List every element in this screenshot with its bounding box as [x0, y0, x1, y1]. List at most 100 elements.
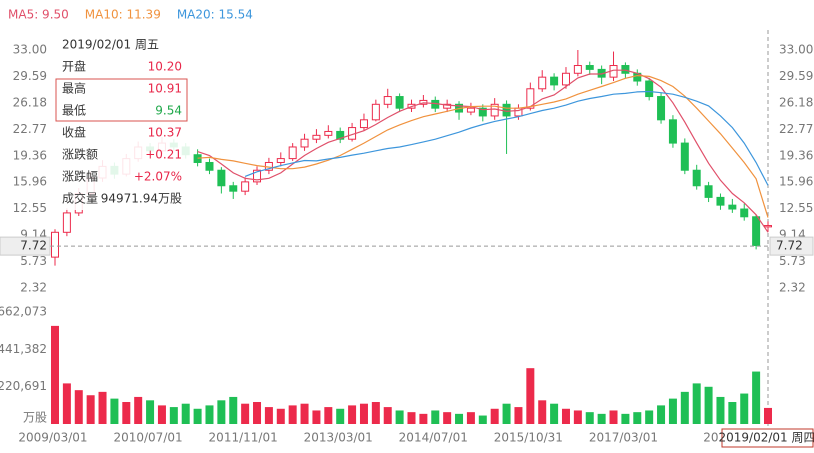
- volume-tick-label: 220,691: [0, 379, 47, 393]
- y-tick-label: 12.55: [13, 201, 47, 215]
- volume-bar: [336, 408, 345, 424]
- volume-bar: [704, 386, 713, 424]
- candle-body: [241, 181, 250, 192]
- candle-body: [645, 80, 654, 98]
- tooltip-date: 2019/02/01 周五: [62, 38, 159, 52]
- volume-bar: [443, 412, 452, 424]
- x-label-highlight: [721, 428, 814, 448]
- volume-bar: [645, 410, 654, 424]
- volume-bar: [98, 391, 107, 424]
- x-tick-label: 2017/03/01: [589, 431, 658, 445]
- y-tick-label-right: 12.55: [779, 201, 813, 215]
- crosshair-label-right: 7.72: [776, 239, 803, 253]
- volume-bar: [51, 325, 59, 424]
- volume-bar: [740, 393, 749, 424]
- volume-bar: [621, 413, 630, 424]
- candle-body: [300, 138, 309, 148]
- y-tick-label: 26.18: [13, 95, 47, 109]
- crosshair-box-right: [769, 236, 814, 256]
- volume-bar: [668, 398, 677, 424]
- volume-bar: [514, 407, 523, 424]
- ma-legend: MA20: 15.54: [177, 8, 253, 22]
- y-tick-label: 19.36: [13, 148, 47, 162]
- y-tick-label-right: 29.59: [779, 69, 813, 83]
- y-tick-label: 2.32: [20, 281, 47, 295]
- tooltip-label: 收盘: [62, 125, 86, 140]
- candle-body: [752, 216, 761, 246]
- tooltip-label: 最高: [62, 81, 86, 96]
- y-tick-label-right: 33.00: [779, 43, 813, 57]
- volume-bar: [383, 407, 392, 424]
- candle-body: [621, 65, 630, 74]
- volume-bar: [122, 402, 131, 424]
- volume-bar: [597, 413, 606, 424]
- candle-body: [383, 96, 392, 105]
- tooltip-value: 10.20: [148, 60, 182, 74]
- volume-bar: [728, 402, 737, 424]
- volume-bar: [561, 408, 570, 424]
- x-tick-label: 2013/03/01: [304, 431, 373, 445]
- volume-bar: [633, 412, 642, 424]
- volume-bar: [264, 407, 273, 424]
- candle-body: [217, 169, 226, 187]
- x-tick-label: 2011/11/01: [209, 431, 278, 445]
- candle-body: [288, 146, 297, 160]
- volume-bar: [157, 405, 166, 424]
- volume-bar: [181, 403, 190, 424]
- tooltip-value: 10.91: [148, 82, 182, 96]
- ma-legend: MA10: 11.39: [85, 8, 161, 22]
- ma-line: [197, 74, 769, 218]
- y-tick-label-right: 19.36: [779, 148, 813, 162]
- volume-bar: [431, 410, 440, 424]
- candle-body: [359, 119, 368, 129]
- volume-bar: [716, 396, 725, 424]
- x-tick-label: 2014/07/01: [399, 431, 468, 445]
- candle-body: [561, 72, 570, 86]
- candle-body: [324, 130, 333, 136]
- candle-body: [657, 96, 666, 121]
- y-tick-label-right: 5.73: [779, 254, 806, 268]
- candle-body: [692, 169, 701, 187]
- candle-body: [704, 185, 713, 198]
- ma-line: [197, 69, 769, 233]
- volume-bar: [276, 408, 285, 424]
- ma-line: [244, 90, 769, 186]
- y-tick-label: 5.73: [20, 254, 47, 268]
- tooltip-label: 涨跌额: [62, 147, 98, 162]
- candle-body: [538, 76, 547, 90]
- candle-body: [478, 107, 487, 117]
- candle-body: [728, 204, 737, 210]
- volume-bar: [585, 412, 594, 424]
- y-tick-label-right: 26.18: [779, 95, 813, 109]
- candle-body: [276, 158, 285, 163]
- volume-bar: [86, 395, 95, 424]
- volume-bar: [609, 410, 618, 424]
- candle-body: [205, 161, 214, 171]
- x-tick-label: 2009/03/01: [18, 431, 87, 445]
- candle-body: [312, 134, 321, 140]
- volume-tick-label: 662,073: [0, 305, 47, 319]
- candle-body: [62, 212, 71, 233]
- candle-body: [395, 96, 404, 109]
- candle-body: [51, 231, 59, 258]
- volume-bar: [348, 405, 357, 424]
- y-tick-label: 29.59: [13, 69, 47, 83]
- volume-bar: [371, 402, 380, 424]
- tooltip-value: 10.37: [148, 126, 182, 140]
- candle-body: [680, 142, 689, 171]
- volume-bar: [253, 402, 262, 424]
- candle-body: [585, 65, 594, 70]
- volume-bar: [312, 410, 321, 424]
- volume-bar: [692, 383, 701, 424]
- y-tick-label-right: 22.77: [779, 122, 813, 136]
- volume-bar: [241, 403, 250, 424]
- y-tick-label-right: 15.96: [779, 175, 813, 189]
- volume-bar: [395, 410, 404, 424]
- crosshair-label-left: 7.72: [20, 239, 47, 253]
- tooltip-value: 9.54: [155, 104, 182, 118]
- tooltip-bg: [55, 34, 193, 210]
- volume-bar: [74, 390, 83, 424]
- tooltip-value: 94971.94万股: [101, 192, 182, 206]
- volume-bar: [324, 407, 333, 424]
